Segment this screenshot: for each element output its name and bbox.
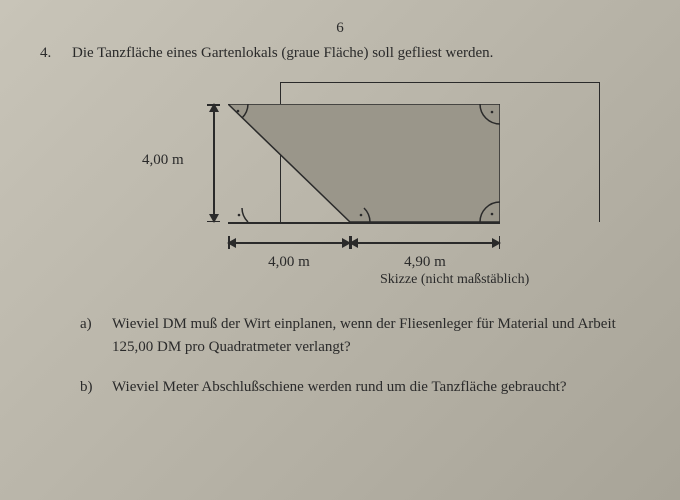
question-number: 4. <box>40 45 60 62</box>
subq-b-letter: b) <box>80 376 98 399</box>
subq-a-text: Wieviel DM muß der Wirt einplanen, wenn … <box>112 313 640 358</box>
dim-base-left-label: 4,00 m <box>268 254 310 271</box>
base-line <box>228 222 500 224</box>
dimension-vertical <box>195 104 225 222</box>
subquestion-b: b) Wieviel Meter Abschlußschiene werden … <box>80 376 640 399</box>
subq-b-text: Wieviel Meter Abschlußschiene werden run… <box>112 376 567 399</box>
geometry-diagram: 4,00 m 4,00 m 4,90 m <box>180 82 600 262</box>
page-number: 6 <box>40 20 640 37</box>
dimension-base-left: 4,00 m <box>228 234 350 254</box>
dim-base-right-label: 4,90 m <box>404 254 446 271</box>
dimension-base-right: 4,90 m <box>350 234 500 254</box>
subq-a-letter: a) <box>80 313 98 358</box>
diagram-caption: Skizze (nicht maßstäblich) <box>380 272 640 288</box>
angle-arc-bottom-left <box>228 104 350 222</box>
subquestion-a: a) Wieviel DM muß der Wirt einplanen, we… <box>80 313 640 358</box>
question-text: Die Tanzfläche eines Gartenlokals (graue… <box>72 45 493 62</box>
question-line: 4. Die Tanzfläche eines Gartenlokals (gr… <box>40 45 640 62</box>
dim-height-label: 4,00 m <box>142 152 184 169</box>
